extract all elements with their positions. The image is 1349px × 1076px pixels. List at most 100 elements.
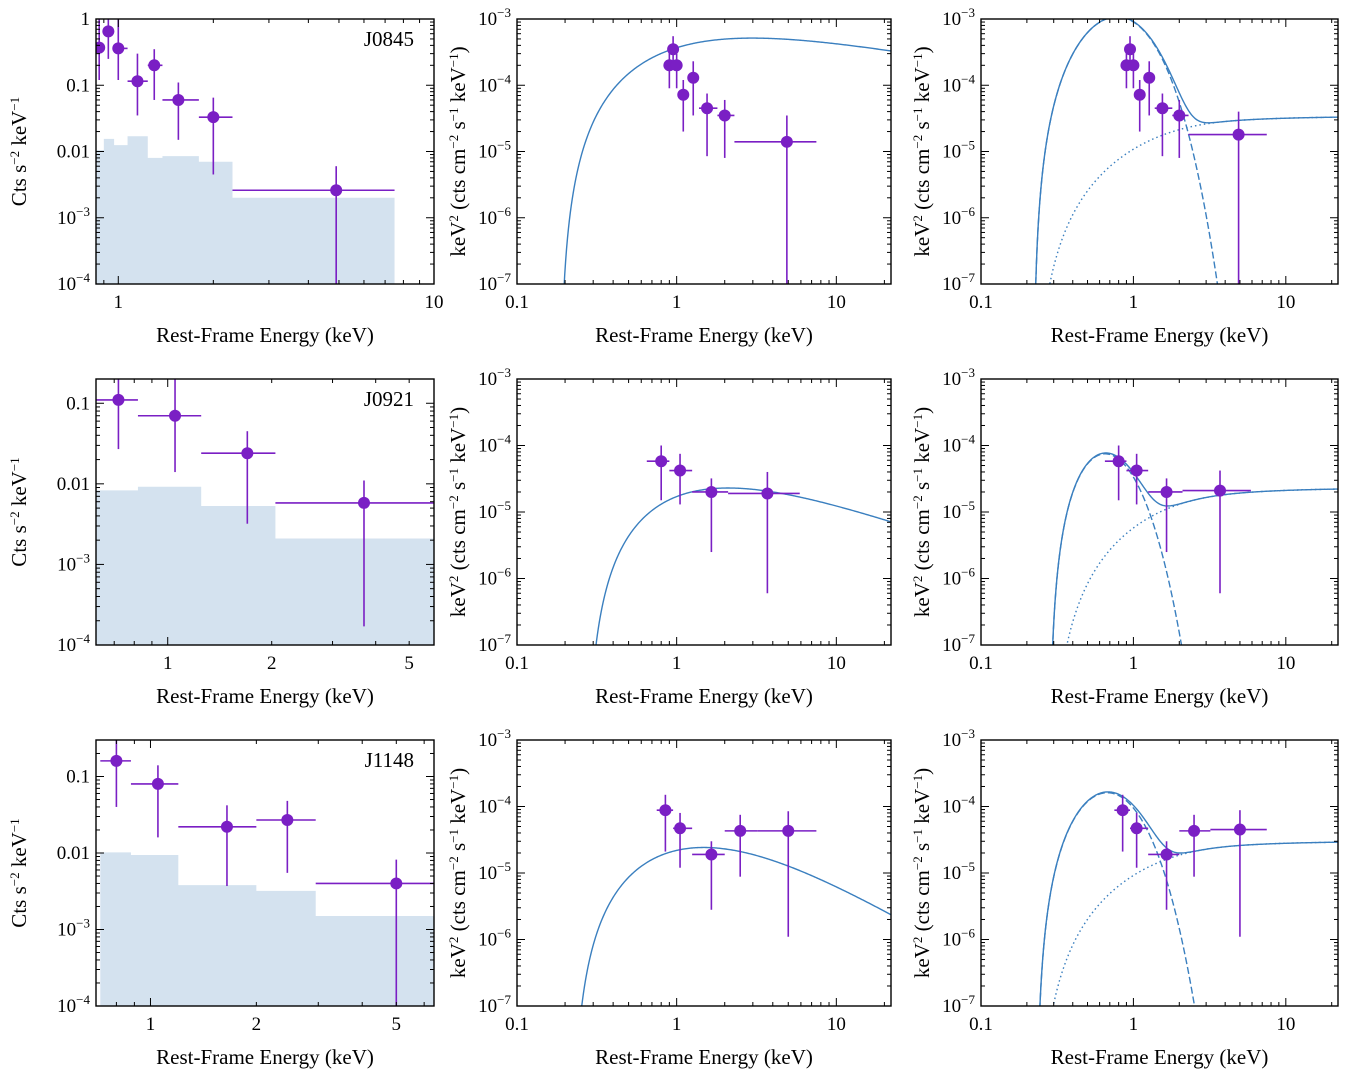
y-axis-label: Cts s−2 keV−1 bbox=[7, 457, 32, 566]
data-point bbox=[1116, 804, 1129, 817]
data-point bbox=[172, 93, 185, 106]
data-point bbox=[241, 447, 254, 460]
data-point bbox=[96, 41, 106, 54]
x-tick-label: 1 bbox=[672, 292, 682, 313]
x-tick-label: 0.1 bbox=[505, 1014, 529, 1035]
data-point bbox=[782, 824, 795, 837]
x-tick-label: 1 bbox=[1129, 653, 1139, 674]
y-tick-label: 10−7 bbox=[478, 270, 511, 295]
data-point bbox=[701, 102, 714, 115]
x-tick-label: 1 bbox=[1129, 1014, 1139, 1035]
data-point bbox=[1233, 823, 1246, 836]
model-curve bbox=[595, 487, 891, 645]
data-point bbox=[705, 848, 718, 861]
y-tick-label: 10−3 bbox=[57, 915, 90, 940]
y-tick-label: 10−4 bbox=[57, 992, 90, 1017]
x-axis-label: Rest-Frame Energy (keV) bbox=[595, 323, 813, 347]
y-axis-label: keV2 (cts cm−2 s−1 keV−1) bbox=[446, 46, 471, 256]
data-point bbox=[655, 455, 668, 468]
axes-frame bbox=[516, 378, 892, 646]
y-axis-label: keV2 (cts cm−2 s−1 keV−1) bbox=[446, 407, 471, 617]
chart-panel: 1 2 5 10−4 10−3 0.01 0.1 Rest-Frame Energy (keV… bbox=[7, 739, 435, 1069]
data-point bbox=[674, 822, 687, 835]
data-point bbox=[1133, 88, 1146, 101]
y-tick-label: 10−5 bbox=[942, 859, 975, 884]
data-point bbox=[357, 496, 370, 509]
y-axis-label: Cts s−2 keV−1 bbox=[7, 818, 32, 927]
data-point bbox=[1112, 455, 1125, 468]
data-point bbox=[734, 824, 747, 837]
data-point bbox=[761, 487, 774, 500]
x-axis-label: Rest-Frame Energy (keV) bbox=[156, 684, 374, 708]
data-point bbox=[1156, 102, 1169, 115]
y-tick-label: 10−3 bbox=[942, 5, 975, 30]
x-tick-label: 1 bbox=[672, 653, 682, 674]
model-powerlaw-curve bbox=[1052, 841, 1338, 1006]
y-tick-label: 10−6 bbox=[478, 926, 511, 951]
x-tick-label: 2 bbox=[252, 1014, 262, 1035]
data-point bbox=[670, 59, 683, 72]
x-tick-label: 1 bbox=[114, 292, 124, 313]
data-point bbox=[1160, 848, 1173, 861]
y-tick-label: 10−3 bbox=[478, 726, 511, 751]
data-point bbox=[687, 71, 700, 84]
x-tick-label: 5 bbox=[404, 653, 414, 674]
y-axis-label: keV2 (cts cm−2 s−1 keV−1) bbox=[446, 768, 471, 978]
data-point bbox=[1127, 59, 1140, 72]
data-point bbox=[1173, 109, 1186, 122]
axes-frame bbox=[980, 378, 1339, 646]
x-tick-label: 0.1 bbox=[505, 292, 529, 313]
x-axis-label: Rest-Frame Energy (keV) bbox=[1051, 323, 1269, 347]
x-tick-label: 1 bbox=[163, 653, 173, 674]
chart-panel: 0.1 1 10 10−7 10−6 10−5 10−4 10−3 Rest-Frame Ene… bbox=[910, 5, 1339, 347]
data-point bbox=[148, 59, 161, 72]
data-point bbox=[718, 109, 731, 122]
data-point bbox=[390, 877, 403, 890]
panel-label: J1148 bbox=[365, 748, 414, 772]
y-tick-label: 0.1 bbox=[66, 393, 90, 414]
y-tick-label: 0.1 bbox=[66, 75, 90, 96]
y-tick-label: 10−6 bbox=[942, 926, 975, 951]
data-point bbox=[1124, 43, 1137, 56]
y-tick-label: 10−4 bbox=[57, 631, 90, 656]
y-tick-label: 10−4 bbox=[478, 432, 511, 457]
y-tick-label: 10−4 bbox=[942, 71, 975, 96]
chart-panel: 0.1 1 10 10−7 10−6 10−5 10−4 10−3 Rest-Frame Ene… bbox=[446, 5, 892, 347]
x-tick-label: 0.1 bbox=[969, 1014, 993, 1035]
chart-panel: 0.1 1 10 10−7 10−6 10−5 10−4 10−3 Rest-Frame Ene… bbox=[446, 726, 892, 1069]
background-histogram bbox=[96, 486, 434, 645]
y-tick-label: 10−4 bbox=[57, 270, 90, 295]
x-axis-label: Rest-Frame Energy (keV) bbox=[156, 323, 374, 347]
data-point bbox=[677, 88, 690, 101]
y-tick-label: 10−5 bbox=[478, 859, 511, 884]
y-tick-label: 1 bbox=[81, 9, 91, 30]
y-tick-label: 10−3 bbox=[478, 5, 511, 30]
data-point bbox=[110, 754, 123, 767]
y-tick-label: 10−6 bbox=[942, 565, 975, 590]
x-axis-label: Rest-Frame Energy (keV) bbox=[156, 1045, 374, 1069]
axes-frame bbox=[516, 739, 892, 1007]
data-point bbox=[220, 820, 233, 833]
x-tick-label: 1 bbox=[146, 1014, 156, 1035]
model-powerlaw-curve bbox=[1049, 116, 1338, 284]
model-thermal-curve bbox=[1035, 19, 1219, 284]
x-axis-label: Rest-Frame Energy (keV) bbox=[595, 684, 813, 708]
data-point bbox=[780, 135, 793, 148]
y-tick-label: 10−3 bbox=[57, 550, 90, 575]
x-tick-label: 10 bbox=[1276, 292, 1295, 313]
data-point bbox=[151, 777, 164, 790]
data-point bbox=[169, 409, 182, 422]
data-point bbox=[1214, 484, 1227, 497]
y-tick-label: 10−3 bbox=[478, 365, 511, 390]
chart-panel: 1 10 10−4 10−3 0.01 0.1 1 Rest-Frame Energy (ke… bbox=[7, 9, 444, 347]
model-curve bbox=[581, 846, 891, 1006]
data-point bbox=[667, 43, 680, 56]
y-tick-label: 10−4 bbox=[478, 71, 511, 96]
model-thermal-curve bbox=[1052, 453, 1183, 645]
axes-frame bbox=[95, 739, 435, 1007]
y-tick-label: 10−6 bbox=[478, 204, 511, 229]
y-tick-label: 10−5 bbox=[942, 138, 975, 163]
y-tick-label: 0.1 bbox=[66, 766, 90, 787]
x-tick-label: 2 bbox=[267, 653, 277, 674]
